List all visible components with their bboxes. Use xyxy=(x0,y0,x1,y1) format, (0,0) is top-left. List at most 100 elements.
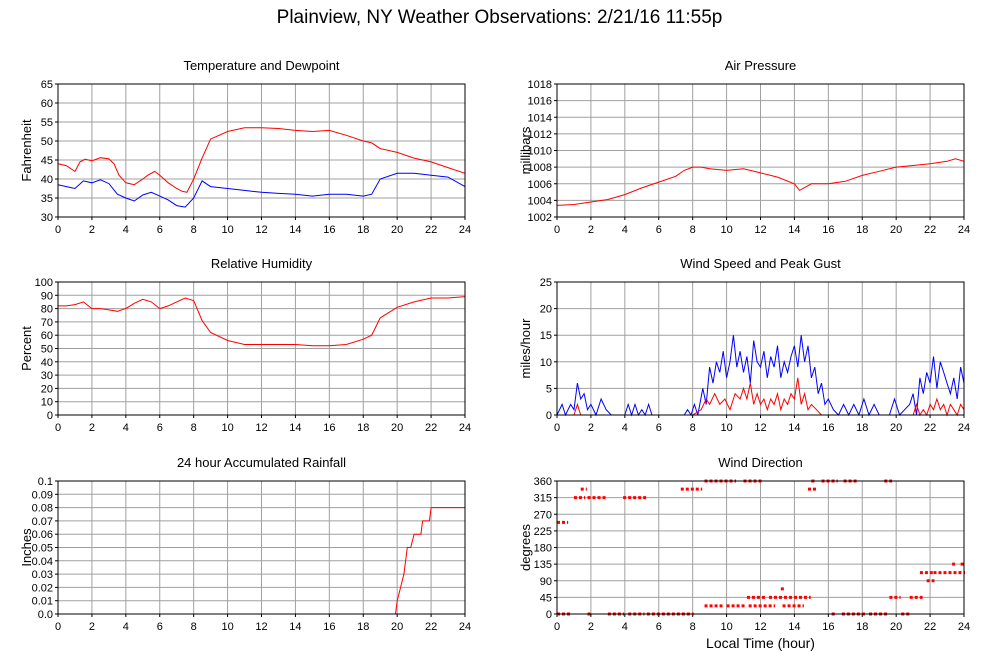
x-tick-label: 16 xyxy=(822,621,834,633)
x-tick-label: 14 xyxy=(788,224,800,236)
y-axis-label: Inches xyxy=(19,528,34,567)
x-tick-label: 24 xyxy=(958,224,970,236)
y-tick-label: 30 xyxy=(41,212,53,224)
y-tick-label: 135 xyxy=(534,559,552,571)
y-tick-label: 1008 xyxy=(528,162,552,174)
y-tick-label: 15 xyxy=(540,330,552,342)
x-tick-label: 6 xyxy=(157,621,163,633)
x-tick-label: 24 xyxy=(958,422,970,434)
x-tick-label: 10 xyxy=(221,621,233,633)
x-tick-label: 0 xyxy=(55,224,61,236)
x-tick-label: 8 xyxy=(690,621,696,633)
y-tick-label: 0.01 xyxy=(32,596,53,608)
x-tick-label: 12 xyxy=(754,224,766,236)
y-tick-label: 55 xyxy=(41,117,53,129)
x-tick-label: 20 xyxy=(890,422,902,434)
series-line-0 xyxy=(57,127,466,193)
x-tick-label: 6 xyxy=(157,422,163,434)
x-tick-label: 2 xyxy=(588,621,594,633)
series-line-1 xyxy=(557,377,965,417)
x-tick-label: 24 xyxy=(459,422,471,434)
x-tick-label: 14 xyxy=(289,422,301,434)
y-tick-label: 35 xyxy=(41,193,53,205)
x-tick-label: 24 xyxy=(459,621,471,633)
x-axis-label: Local Time (hour) xyxy=(706,635,815,651)
x-tick-label: 8 xyxy=(690,224,696,236)
x-tick-label: 18 xyxy=(856,621,868,633)
x-tick-label: 16 xyxy=(822,224,834,236)
x-tick-label: 6 xyxy=(656,422,662,434)
series-line-0 xyxy=(556,335,965,417)
plot-frame xyxy=(556,281,965,416)
y-tick-label: 0.1 xyxy=(38,476,53,488)
y-tick-label: 0.05 xyxy=(32,543,53,555)
series-line-0 xyxy=(556,158,965,206)
x-tick-label: 10 xyxy=(720,422,732,434)
y-tick-label: 40 xyxy=(41,174,53,186)
x-tick-label: 18 xyxy=(357,422,369,434)
page-title: Plainview, NY Weather Observations: 2/21… xyxy=(276,7,723,28)
y-tick-label: 360 xyxy=(534,476,552,488)
chart-wind: Wind Speed and Peak Gust miles/hour 0 5 10 15… xyxy=(518,256,970,434)
x-tick-label: 22 xyxy=(924,621,936,633)
y-tick-label: 45 xyxy=(540,592,552,604)
x-tick-label: 10 xyxy=(720,621,732,633)
x-tick-label: 10 xyxy=(221,224,233,236)
x-tick-label: 18 xyxy=(357,621,369,633)
y-tick-label: 1004 xyxy=(528,195,552,207)
x-tick-label: 20 xyxy=(391,224,403,236)
y-tick-label: 90 xyxy=(540,576,552,588)
series-line-1 xyxy=(57,172,466,208)
x-tick-label: 24 xyxy=(958,621,970,633)
y-tick-label: 1006 xyxy=(528,179,552,191)
x-tick-label: 18 xyxy=(856,422,868,434)
x-tick-label: 20 xyxy=(890,621,902,633)
x-tick-label: 22 xyxy=(425,422,437,434)
x-tick-label: 0 xyxy=(554,621,560,633)
y-tick-label: 70 xyxy=(41,317,53,329)
y-tick-label: 80 xyxy=(41,304,53,316)
chart-humidity: Relative HumidityPercent0102030405060708… xyxy=(19,256,471,434)
chart-title: Wind Direction xyxy=(718,455,803,470)
x-tick-label: 22 xyxy=(425,224,437,236)
chart-direction: Wind Directiondegrees0459013518022527031… xyxy=(518,455,970,633)
y-tick-label: 1016 xyxy=(528,96,552,108)
plot-frame xyxy=(556,480,965,615)
x-tick-label: 6 xyxy=(157,224,163,236)
x-tick-label: 4 xyxy=(622,224,628,236)
x-tick-label: 18 xyxy=(357,224,369,236)
y-tick-label: 0.03 xyxy=(32,569,53,581)
y-tick-label: 0.07 xyxy=(32,516,53,528)
y-tick-label: 0.06 xyxy=(32,529,53,541)
y-tick-label: 0 xyxy=(546,410,552,422)
y-tick-label: 0.08 xyxy=(32,503,53,515)
y-tick-label: 90 xyxy=(41,290,53,302)
x-tick-label: 22 xyxy=(924,422,936,434)
x-tick-label: 20 xyxy=(890,224,902,236)
x-tick-label: 22 xyxy=(425,621,437,633)
x-tick-label: 4 xyxy=(622,621,628,633)
y-tick-label: 1014 xyxy=(528,112,552,124)
x-tick-label: 24 xyxy=(459,224,471,236)
x-tick-label: 16 xyxy=(323,422,335,434)
y-tick-label: 20 xyxy=(41,383,53,395)
x-tick-label: 20 xyxy=(391,422,403,434)
x-tick-label: 14 xyxy=(788,621,800,633)
x-tick-label: 18 xyxy=(856,224,868,236)
y-tick-label: 10 xyxy=(41,397,53,409)
x-tick-label: 12 xyxy=(255,422,267,434)
y-axis-label: miles/hour xyxy=(518,318,533,379)
y-tick-label: 0.02 xyxy=(32,582,53,594)
x-tick-label: 14 xyxy=(289,621,301,633)
y-tick-label: 60 xyxy=(41,98,53,110)
y-tick-label: 0.0 xyxy=(38,609,53,621)
y-tick-label: 50 xyxy=(41,136,53,148)
x-tick-label: 4 xyxy=(123,224,129,236)
x-tick-label: 8 xyxy=(191,224,197,236)
x-tick-label: 4 xyxy=(123,621,129,633)
series-line-0 xyxy=(58,507,465,615)
series-line-0 xyxy=(58,296,466,347)
y-axis-label: degrees xyxy=(518,524,533,571)
x-tick-label: 16 xyxy=(323,621,335,633)
